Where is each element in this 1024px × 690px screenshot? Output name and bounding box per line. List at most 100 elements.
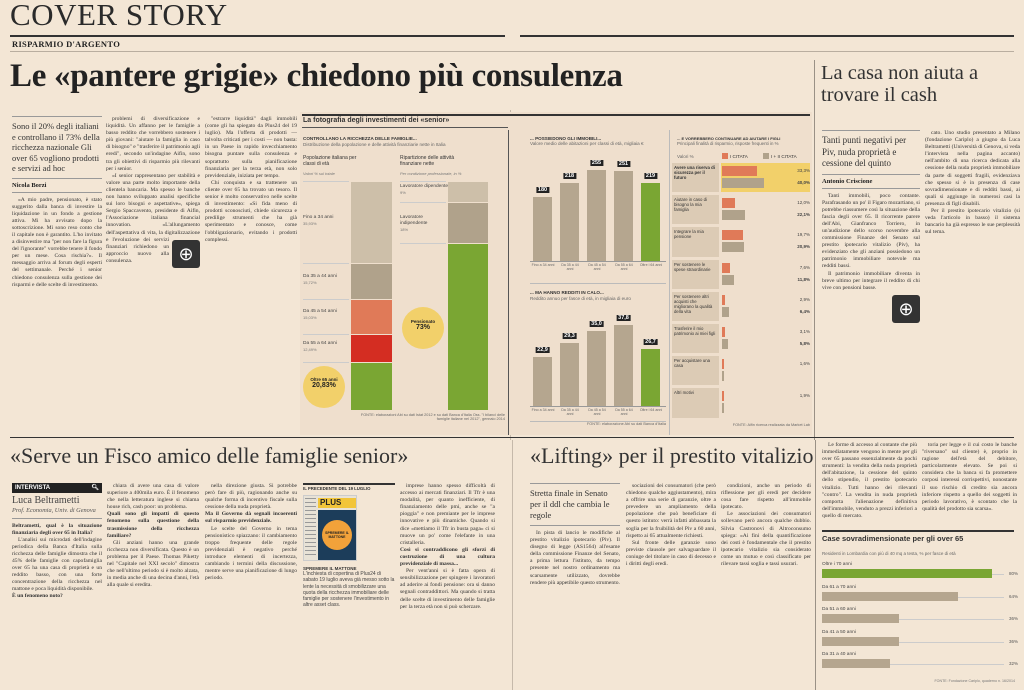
row-label: Integrare la mia pensione [672,227,719,257]
bar-value-label: 33,3% [797,168,810,173]
bar-value-label: 6,4% [799,308,810,314]
interviewee-name: Luca Beltrametti [12,495,80,506]
lifting-headline: «Lifting» per il prestito vitalizio [530,443,814,468]
bar-value-label: 251 [616,161,631,168]
panel2-kicker2: ... MA HANNO REDDITI IN CALO... [530,290,604,295]
search-icon: 🔍︎ [91,484,99,491]
magazine-cover[interactable]: PLUS SPREMERE IL MATTONE [303,495,357,561]
stack-tick [400,181,446,182]
bar-value-label: 219 [643,172,658,179]
stack-label: Fino a 34 anni 35,93% [303,215,351,227]
info-divider-1 [508,130,509,435]
main-headline: Le «pantere grigie» chiedono più consule… [10,58,623,94]
bar-category-label: Fino a 34 anni [531,408,555,412]
globe-icon-2[interactable]: ⊕ [892,294,920,323]
cover-orange-circle: SPREMERE IL MATTONE [322,520,352,550]
stack-segment [351,181,392,264]
bar-category-label: Da 41 a 50 anni [822,629,856,635]
interviewee-role: Prof. Economia, Univ. di Genova [12,507,102,519]
stack-tick [303,181,349,182]
bar [722,327,726,337]
panel2-kicker: ... POSSIEDONO GLI IMMOBILI... [530,136,602,141]
panel2-source: FONTE: elaborazione Abi su dati Banca d'… [530,421,666,426]
bar-value-label: 26,7 [643,338,658,345]
stack-category: Fino a 34 anni [303,215,334,221]
bar-leader [992,574,1004,575]
bottom-gutter [512,440,513,690]
panel2-sep [530,283,666,284]
bar [722,178,764,188]
precedent-label: IL PRECEDENTE DEL 19 LUGLIO [303,486,371,491]
assets-labels: Lavoratore dipendente 9% Lavoratore indipe… [400,181,448,410]
population-stacked-bar [351,181,392,410]
panel1-subtitle: Distribuzione della popolazione e delle … [303,142,446,147]
panel1-source: FONTE: elaborazioni Abi su dati Istat 20… [360,413,505,421]
precedent-rule [303,483,395,485]
bar [722,166,757,176]
house-chart-rule [822,530,1014,532]
bar-value-label: 64% [1008,593,1018,599]
bar-category-label: Da 35 a 44 anni [561,408,579,417]
kicker-rule [10,51,1014,52]
bar [614,171,633,261]
bar [722,339,729,349]
bar-category-label: Fino a 34 anni [531,263,555,267]
row-label: Trasferire il mio patrimonio ai miei fig… [672,324,719,354]
bar-leader [890,664,1004,665]
stack-label: Lavoratore dipendente 9% [400,184,448,196]
bar-category-label: Da 31 a 40 anni [822,652,856,657]
lifting-standfirst: Stretta finale in Senato per il ddl che … [530,483,620,526]
panel1-left-note: Valori % sul totale [303,171,335,176]
oltre-65-bubble: Oltre 65 anni 20,83% [303,366,345,408]
panel3-source: FONTE: Aifin ricerca realizzata da Marke… [732,423,810,427]
legend-label-1: I CITATA [730,154,748,159]
bar-value-label: 29,3 [562,333,577,340]
side-col-2: cato. Uno studio presentato a Milano (fo… [925,130,1020,236]
lifting-lead-block: Stretta finale in Senato per il ddl che … [530,483,620,690]
stack-value: 18% [400,227,409,233]
stack-category: Da 55 a 64 anni [303,340,337,346]
bar-value-label: 218 [562,173,577,180]
stack-value: 35,93% [303,221,317,227]
side-headline: La casa non aiuta a trovare il cash [821,62,979,106]
baseline [530,261,666,262]
stack-tick [303,362,349,364]
stack-value: 12,49% [303,346,317,352]
cover-sidebar [305,498,316,558]
stack-tick [303,299,349,301]
stack-segment [351,299,392,334]
baseline [530,406,666,407]
lifting-col-3: condizioni, anche un periodo di riflessi… [721,483,811,568]
row-label: Altri motivi [672,388,719,418]
section-title: COVER STORY [10,0,228,32]
bar-value-label: 12,0% [797,200,810,206]
lifting-col-4: Le forme di accesso al contante che più … [822,442,917,519]
interview-headline: «Serve un Fisco amico delle famiglie sen… [10,443,409,468]
interview-label-text: INTERVISTA [15,484,51,491]
row-label: Per sostenere le spese straordinarie [672,259,719,289]
panel2-subtitle2: Reddito annuo per fasce di età, in migli… [530,296,631,301]
bar-value-label: 180 [535,186,550,193]
bar [722,294,726,305]
kicker: RISPARMIO D'ARGENTO [12,39,121,49]
bar-value-label: 40,0% [797,180,810,185]
stack-value: 15,03% [303,315,317,321]
side-author: Antonio Criscione [822,173,920,189]
bar [722,198,735,209]
pensionato-label: Pensionato [410,319,436,324]
house-chart-subtitle: Residenti in Lombardia con più di 40 mq … [822,551,956,556]
bar-value-label: 255 [589,160,604,166]
bar [722,210,746,221]
panel1-right-title: Ripartizione delle attività finanziare n… [400,155,455,167]
interview-col-2: chiara di avere una casa di valore super… [107,483,199,589]
bar [560,343,579,406]
stack-segment [351,333,392,363]
globe-icon[interactable]: ⊕ [172,240,200,268]
legend-swatch-1 [722,153,728,159]
bar [587,331,606,406]
house-chart-source: FONTE: Fondazione Cariplo, quaderno n. 1… [934,679,1015,683]
interview-col-1: Beltrametti, qual è la situazione finanz… [12,522,102,600]
bar-value-label: 35,0 [589,321,604,327]
panel1-right-note: Per condizione professionale, in % [400,171,462,176]
bar-value-label: 36% [1008,638,1018,644]
